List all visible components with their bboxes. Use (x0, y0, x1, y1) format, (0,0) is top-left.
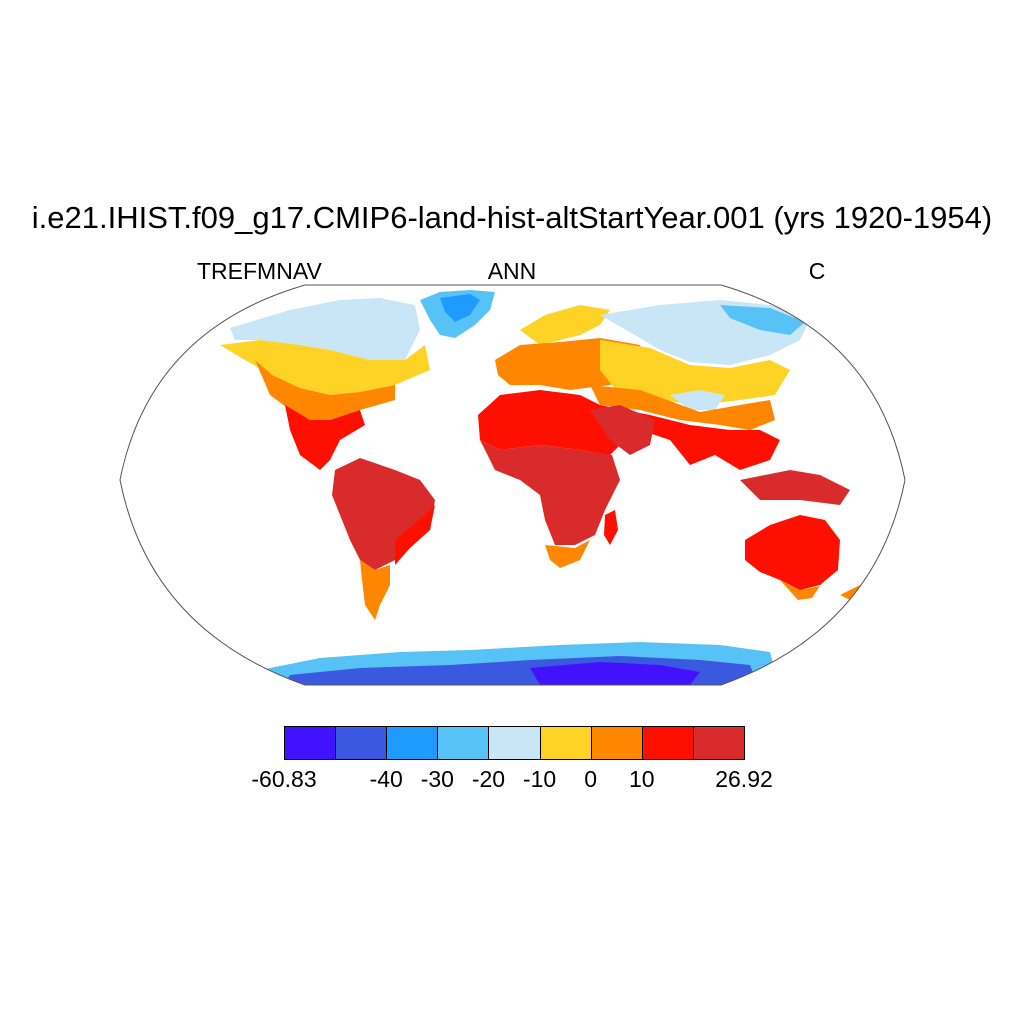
region-canada-north (230, 298, 420, 360)
colorbar-tick-label: 10 (628, 766, 655, 792)
units-label: C (808, 258, 826, 284)
colorbar-tick-label: -40 (369, 766, 403, 792)
colorbar-swatch (539, 726, 592, 760)
region-south-america-south (360, 560, 390, 620)
region-south-asia (590, 385, 775, 430)
colorbar-swatch (437, 726, 490, 760)
region-australia-south (780, 580, 820, 600)
season-label: ANN (487, 258, 537, 284)
region-africa-north (478, 390, 625, 455)
region-greenland-interior (440, 294, 480, 322)
colorbar (284, 726, 745, 762)
colorbar-tick-label: 0 (584, 766, 598, 792)
region-south-america-coast (395, 505, 435, 565)
map-border (119, 284, 906, 686)
region-south-america (332, 458, 435, 570)
colorbar-tick-label: -10 (522, 766, 557, 792)
region-scandinavia (520, 305, 610, 345)
world-map (119, 284, 906, 686)
region-tibet (670, 390, 725, 410)
colorbar-swatch (590, 726, 643, 760)
region-arabia (590, 405, 655, 455)
region-indonesia (740, 470, 850, 505)
region-australia (745, 515, 840, 590)
chart-title: i.e21.IHIST.f09_g17.CMIP6-land-hist-altS… (31, 200, 993, 235)
region-new-zealand (840, 575, 875, 600)
colorbar-swatch (692, 726, 745, 760)
region-central-asia (600, 340, 790, 405)
region-madagascar (604, 510, 618, 545)
colorbar-swatch (284, 726, 337, 760)
land-regions (220, 290, 875, 685)
region-usa-south (285, 405, 365, 470)
region-usa (255, 360, 395, 420)
region-africa-south (545, 540, 590, 568)
region-africa-central (480, 440, 620, 545)
colorbar-swatch (488, 726, 541, 760)
region-canada-south (220, 340, 430, 395)
colorbar-swatch (641, 726, 694, 760)
region-antarctica-plateau (530, 662, 700, 685)
colorbar-swatch (386, 726, 439, 760)
region-east-siberia (720, 305, 805, 335)
colorbar-tick-label: 26.92 (715, 766, 773, 792)
colorbar-swatch (335, 726, 388, 760)
colorbar-tick-label: -20 (471, 766, 506, 792)
colorbar-tick-label: -60.83 (251, 766, 317, 792)
variable-label: TREFMNAV (197, 258, 322, 284)
colorbar-tick-label: -30 (420, 766, 454, 792)
